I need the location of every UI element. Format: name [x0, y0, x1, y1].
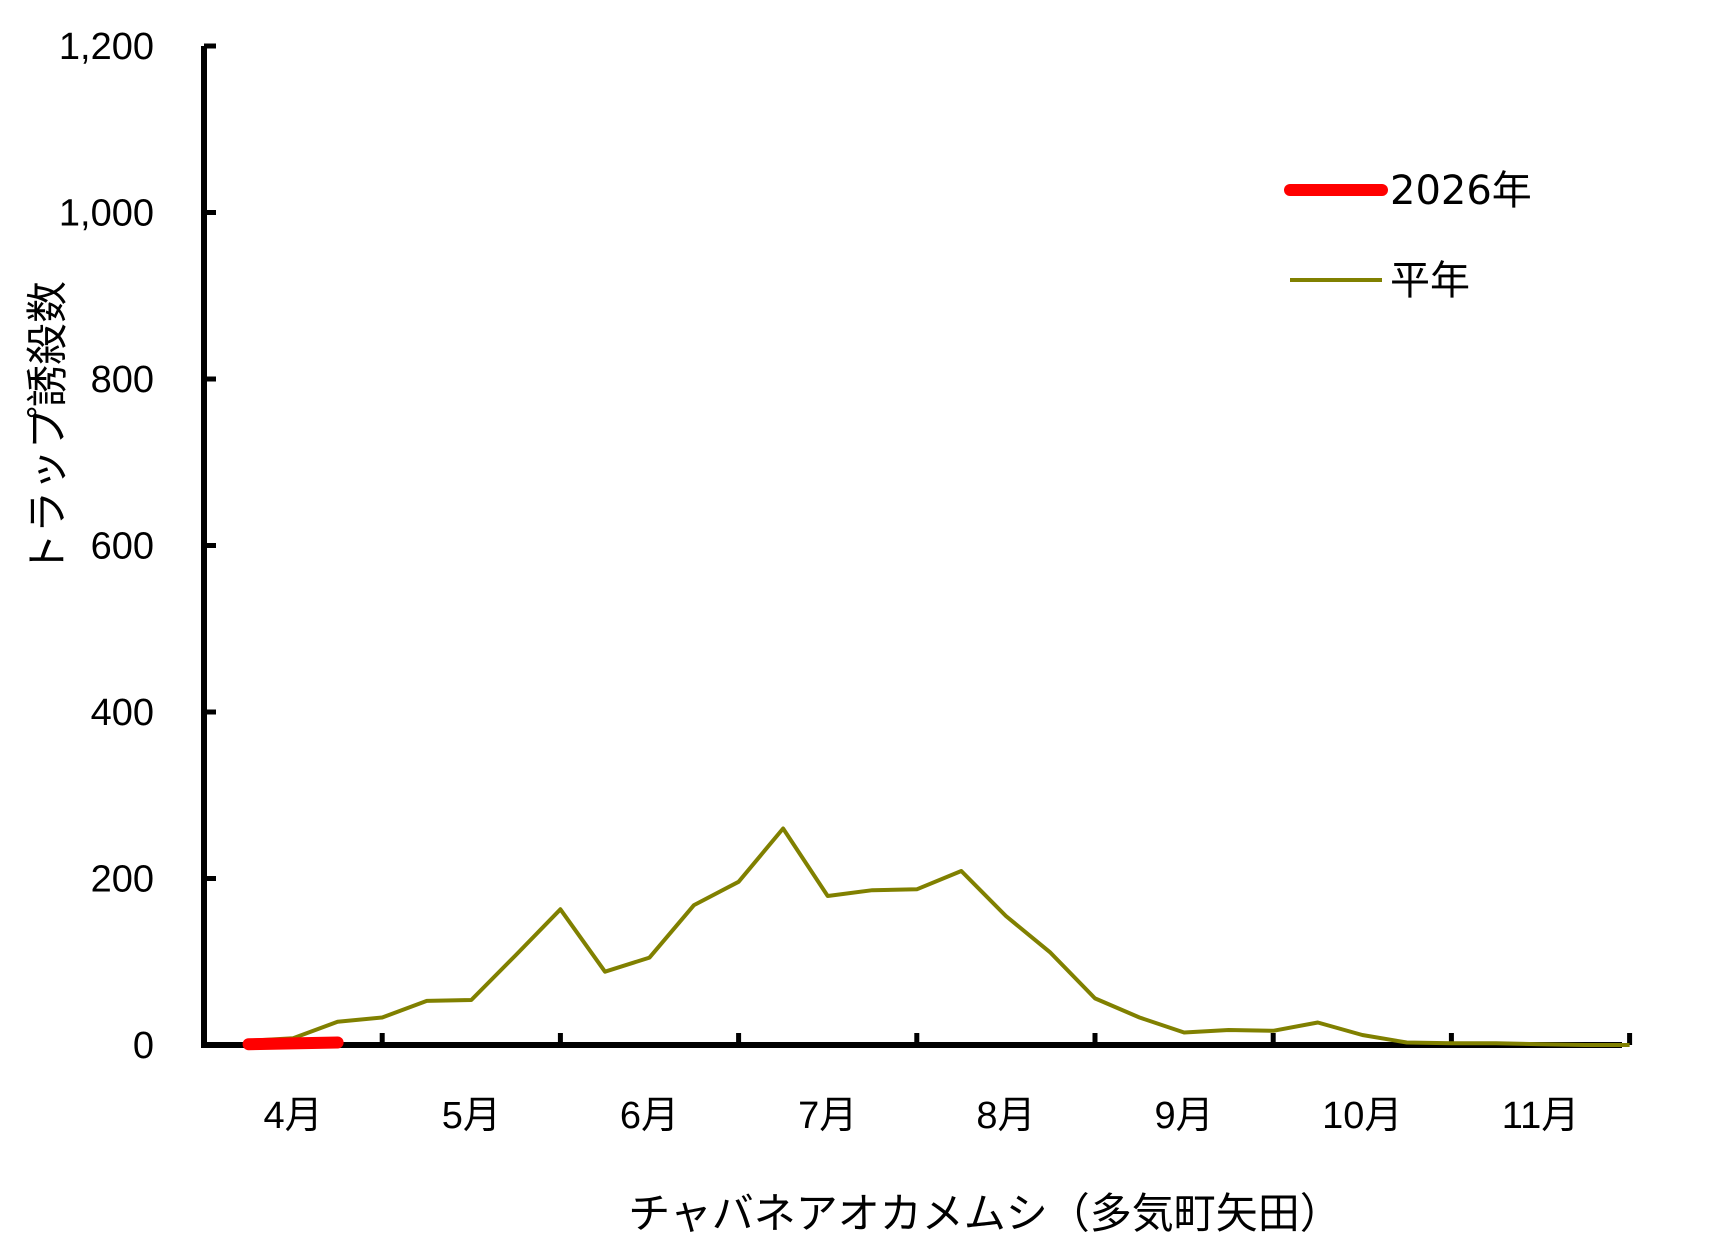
series-line	[248, 826, 1630, 1047]
series-line	[242, 1036, 344, 1051]
x-tick-label: 7月	[798, 1095, 857, 1137]
y-tick-label: 0	[133, 1025, 154, 1067]
x-tick-label: 8月	[976, 1095, 1035, 1137]
y-axis-ticks: 0 200 400 600 800 1,000 1,200	[59, 26, 216, 1067]
x-tick-label: 4月	[264, 1095, 323, 1137]
y-tick-label: 1,200	[59, 26, 154, 68]
x-tick-label: 9月	[1155, 1095, 1214, 1137]
series-lines	[242, 826, 1630, 1051]
x-tick-label: 6月	[620, 1095, 679, 1137]
legend-label: 2026年	[1390, 168, 1532, 214]
y-tick-label: 400	[91, 692, 154, 734]
y-tick-label: 600	[91, 526, 154, 568]
y-tick-label: 200	[91, 859, 154, 901]
x-tick-label: 11月	[1502, 1095, 1579, 1137]
x-tick-label: 10月	[1322, 1095, 1402, 1137]
x-axis-title: チャバネアオカメムシ（多気町矢田）	[628, 1189, 1342, 1238]
y-tick-label: 800	[91, 359, 154, 401]
y-tick-label: 1,000	[59, 193, 154, 235]
y-axis-title: トラップ誘殺数	[23, 281, 72, 575]
legend-label: 平年	[1390, 258, 1470, 304]
x-axis-ticks: 4月 5月 6月 7月 8月 9月 10月 11月	[264, 1033, 1633, 1137]
x-tick-label: 5月	[442, 1095, 501, 1137]
